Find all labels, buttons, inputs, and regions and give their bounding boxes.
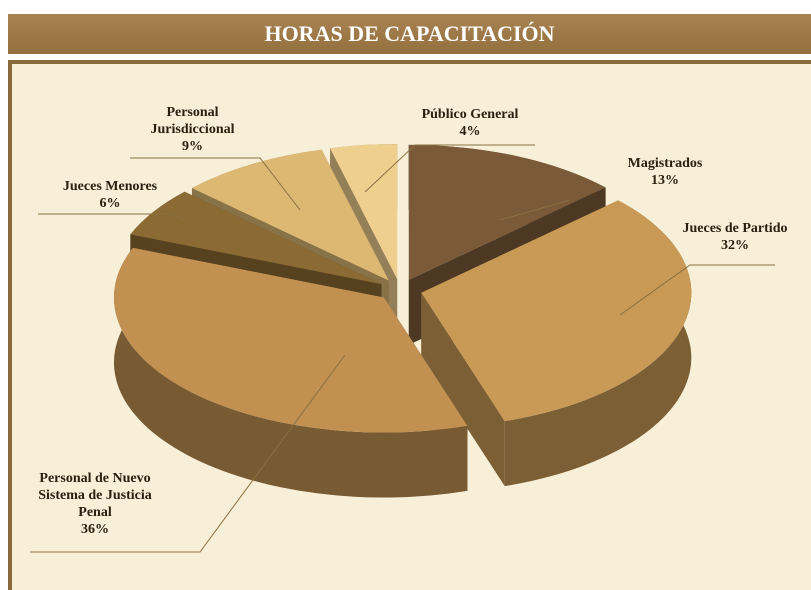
leader-lines [30,144,775,553]
leader-line [619,264,775,316]
slice-side [113,247,468,498]
category-label: Jueces de Partido [682,221,788,236]
slice [408,144,606,280]
category-label: Personal de Nuevo Sistema de Justicia Pe… [38,471,152,520]
slice-label: Jueces de Partido 32% [660,220,810,254]
slice [130,191,382,285]
slice-side [421,292,505,487]
leader-line [364,144,535,193]
slice-label: Magistrados 13% [600,155,730,189]
leader-line [130,157,301,211]
slice-label: Jueces Menores 6% [40,178,180,212]
value-label: 4% [459,124,481,139]
leader-line [38,213,186,221]
value-label: 32% [721,238,749,253]
value-label: 9% [182,139,203,154]
chart-title: HORAS DE CAPACITACIÓN [8,14,811,54]
slice [421,200,692,422]
category-label: Magistrados [627,156,703,171]
value-label: 6% [99,196,121,211]
category-label: Personal Jurisdiccional [150,105,235,137]
slice [113,247,468,433]
value-label: 36% [81,522,109,537]
category-label: Público General [421,107,519,122]
slice-label: Personal de Nuevo Sistema de Justicia Pe… [30,470,160,538]
category-label: Jueces Menores [62,179,158,194]
value-label: 13% [651,173,679,188]
leader-line [30,354,346,553]
slice-label: Público General 4% [400,106,540,140]
slice [191,149,389,281]
slice-label: Personal Jurisdiccional 9% [135,104,250,155]
leader-line [499,199,571,221]
